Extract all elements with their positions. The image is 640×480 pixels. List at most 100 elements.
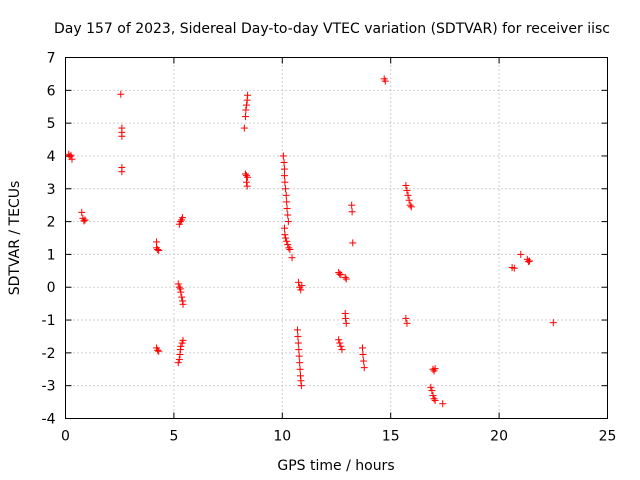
data-point <box>285 244 293 252</box>
data-point <box>154 245 162 253</box>
data-point <box>524 258 532 266</box>
data-point <box>155 347 163 355</box>
data-point <box>153 238 161 246</box>
data-point <box>284 211 292 219</box>
y-tick-labels: -4 -3 -2 -1 0 1 2 3 4 5 6 7 <box>42 51 56 428</box>
data-point <box>342 319 350 327</box>
data-point <box>283 237 291 245</box>
data-point <box>244 173 252 181</box>
data-point <box>510 264 518 272</box>
x-axis-title: GPS time / hours <box>277 458 394 474</box>
data-point <box>177 288 185 296</box>
data-points <box>65 75 557 408</box>
x-tick-label: 10 <box>273 429 291 445</box>
data-point <box>336 339 344 347</box>
data-point <box>294 339 302 347</box>
data-point <box>342 275 350 283</box>
data-point <box>175 283 183 291</box>
y-tick-label: 7 <box>47 51 56 67</box>
data-point <box>431 365 439 373</box>
data-point <box>402 181 410 189</box>
data-point <box>298 282 306 290</box>
data-point <box>439 400 447 408</box>
data-point <box>280 159 288 167</box>
data-point <box>429 392 437 400</box>
data-point <box>293 326 301 334</box>
data-point <box>281 178 289 186</box>
data-point <box>407 203 415 211</box>
data-point <box>297 382 305 390</box>
chart-title: Day 157 of 2023, Sidereal Day-to-day VTE… <box>54 21 610 37</box>
data-point <box>174 359 182 367</box>
data-point <box>427 383 435 391</box>
data-point <box>295 278 303 286</box>
x-tick-label: 20 <box>490 429 508 445</box>
axis-ticks <box>65 57 608 419</box>
data-point <box>280 165 288 173</box>
data-point <box>360 357 368 365</box>
data-point <box>174 280 182 288</box>
data-point <box>279 152 287 160</box>
data-point <box>283 198 291 206</box>
data-point <box>284 241 292 249</box>
data-point <box>244 91 252 99</box>
data-point <box>179 214 187 222</box>
data-point <box>280 224 288 232</box>
data-point <box>295 352 303 360</box>
data-point <box>175 355 183 363</box>
data-point <box>280 172 288 180</box>
data-point <box>337 342 345 350</box>
data-point <box>430 395 438 403</box>
data-point <box>67 151 75 159</box>
data-point <box>243 101 251 109</box>
data-point <box>118 132 126 140</box>
plot-frame <box>65 57 608 419</box>
data-point <box>403 186 411 194</box>
y-tick-label: 1 <box>47 247 56 263</box>
data-point <box>342 314 350 322</box>
data-point <box>295 346 303 354</box>
data-point <box>243 182 251 190</box>
data-point <box>404 191 412 199</box>
y-tick-label: 2 <box>47 215 56 231</box>
data-point <box>296 365 304 373</box>
data-point <box>243 172 251 180</box>
data-point <box>297 286 305 294</box>
data-point <box>431 396 439 404</box>
data-point <box>360 364 368 372</box>
data-point <box>338 346 346 354</box>
data-point <box>294 332 302 340</box>
data-point <box>241 113 249 121</box>
y-axis-title: SDTVAR / TECUs <box>7 181 23 296</box>
data-point <box>78 208 86 216</box>
data-point <box>282 191 290 199</box>
y-tick-label: -1 <box>42 313 56 329</box>
data-point <box>179 300 187 308</box>
data-point <box>549 319 557 327</box>
y-tick-label: 0 <box>47 280 56 296</box>
data-point <box>177 342 185 350</box>
data-point <box>405 196 413 204</box>
x-tick-label: 25 <box>599 429 617 445</box>
x-tick-label: 5 <box>169 429 178 445</box>
data-point <box>341 273 349 281</box>
y-tick-label: 4 <box>47 149 56 165</box>
y-tick-label: -4 <box>42 412 56 428</box>
y-tick-label: 3 <box>47 182 56 198</box>
y-tick-label: -2 <box>42 346 56 362</box>
data-point <box>359 351 367 359</box>
data-point <box>406 201 414 209</box>
data-point <box>337 271 345 279</box>
y-tick-label: -3 <box>42 379 56 395</box>
data-point <box>428 387 436 395</box>
data-point <box>282 185 290 193</box>
data-point <box>284 218 292 226</box>
data-point <box>525 257 533 265</box>
data-point <box>286 245 294 253</box>
data-point <box>242 106 250 114</box>
grid-lines <box>65 57 608 419</box>
x-tick-labels: 0 5 10 15 20 25 <box>61 429 616 445</box>
data-point <box>296 359 304 367</box>
data-point <box>81 216 89 224</box>
